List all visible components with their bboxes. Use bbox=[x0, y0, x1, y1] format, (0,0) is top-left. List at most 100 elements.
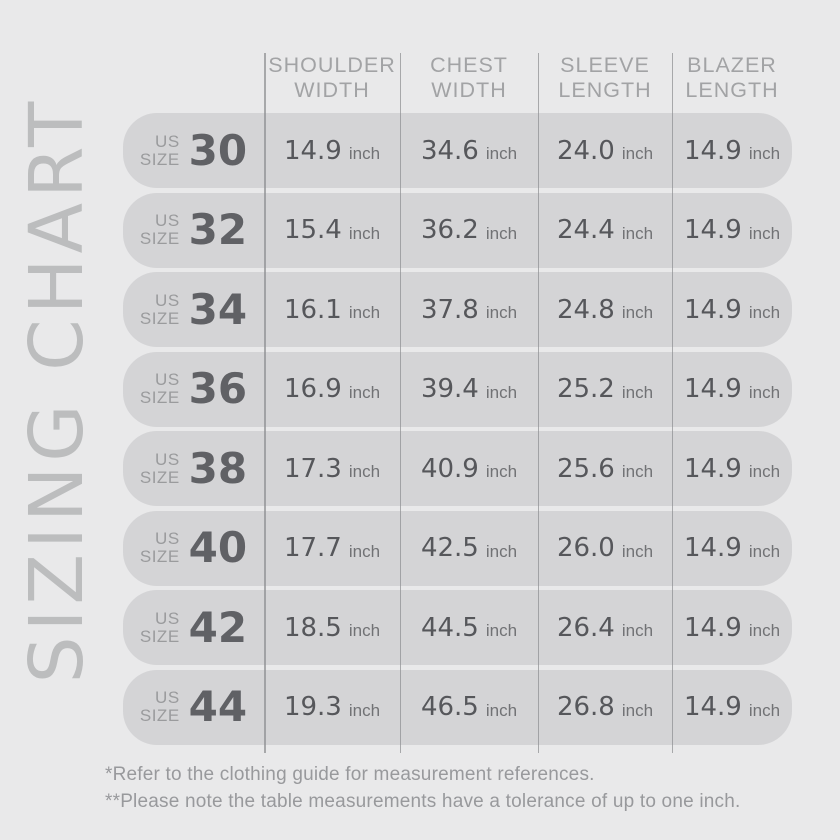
unit-label: inch bbox=[621, 303, 654, 322]
table-row-size-34: US SIZE 34 16.1 inch 37.8 inch 24.8 inch 14… bbox=[123, 272, 792, 347]
table-row-size-38: US SIZE 38 17.3 inch 40.9 inch 25.6 inch 14… bbox=[123, 431, 792, 506]
unit-label: inch bbox=[621, 462, 654, 481]
size-cell: US SIZE 44 bbox=[123, 686, 264, 728]
size-value: 44 bbox=[188, 682, 248, 731]
chest-width-cell: 42.5 inch bbox=[400, 535, 538, 561]
unit-label: inch bbox=[348, 382, 381, 402]
page-title: SIZING CHART bbox=[14, 96, 100, 684]
unit-label: inch bbox=[348, 144, 381, 163]
size-label: SIZE bbox=[139, 308, 180, 328]
size-label: SIZE bbox=[139, 229, 180, 248]
shoulder-width-cell: 19.3 inch bbox=[264, 694, 400, 720]
sleeve-length-cell: 24.8 inch bbox=[538, 297, 672, 323]
sleeve-length-cell: 26.0 inch bbox=[538, 535, 672, 561]
us-size-label: US SIZE bbox=[139, 290, 180, 328]
measurement-value: 14.9 bbox=[683, 374, 742, 404]
us-label: US bbox=[155, 449, 180, 469]
header-line: WIDTH bbox=[294, 78, 370, 102]
measurement-value: 44.5 bbox=[420, 612, 479, 643]
sleeve-length-cell: 24.4 inch bbox=[538, 217, 672, 243]
measurement-value: 34.6 bbox=[420, 135, 479, 166]
chest-width-cell: 40.9 inch bbox=[400, 456, 538, 482]
unit-label: inch bbox=[621, 223, 654, 243]
sleeve-length-cell: 25.2 inch bbox=[538, 376, 672, 402]
us-size-label: US SIZE bbox=[139, 608, 180, 646]
size-cell: US SIZE 42 bbox=[123, 602, 264, 652]
measurement-value: 24.4 bbox=[556, 215, 615, 245]
blazer-length-cell: 14.9 inch bbox=[672, 138, 792, 164]
sleeve-length-cell: 26.4 inch bbox=[538, 615, 672, 641]
unit-label: inch bbox=[348, 541, 381, 561]
size-label: SIZE bbox=[139, 706, 180, 725]
chest-width-cell: 34.6 inch bbox=[400, 138, 538, 164]
column-divider bbox=[264, 53, 266, 753]
unit-label: inch bbox=[485, 621, 518, 640]
unit-label: inch bbox=[748, 303, 781, 322]
unit-label: inch bbox=[748, 541, 781, 561]
header-line: LENGTH bbox=[558, 78, 652, 102]
us-label: US bbox=[155, 370, 180, 389]
sleeve-length-cell: 26.8 inch bbox=[538, 694, 672, 720]
unit-label: inch bbox=[621, 700, 654, 720]
shoulder-width-cell: 16.1 inch bbox=[264, 297, 400, 323]
blazer-length-cell: 14.9 inch bbox=[672, 615, 792, 641]
measurement-value: 25.2 bbox=[556, 374, 615, 404]
measurement-value: 37.8 bbox=[420, 294, 479, 325]
measurement-value: 17.3 bbox=[283, 453, 342, 484]
column-divider bbox=[537, 53, 539, 753]
shoulder-width-cell: 16.9 inch bbox=[264, 376, 400, 402]
size-label: SIZE bbox=[139, 626, 180, 646]
shoulder-width-cell: 14.9 inch bbox=[264, 138, 400, 164]
measurement-value: 24.0 bbox=[556, 135, 615, 166]
measurement-value: 14.9 bbox=[283, 135, 342, 166]
unit-label: inch bbox=[748, 223, 781, 243]
unit-label: inch bbox=[485, 700, 518, 720]
measurement-value: 15.4 bbox=[283, 215, 342, 245]
unit-label: inch bbox=[485, 462, 518, 481]
sleeve-length-cell: 25.6 inch bbox=[538, 456, 672, 482]
measurement-value: 26.0 bbox=[556, 533, 615, 563]
us-label: US bbox=[155, 608, 180, 628]
measurement-value: 36.2 bbox=[420, 215, 479, 245]
blazer-length-cell: 14.9 inch bbox=[672, 694, 792, 720]
sizing-table: SHOULDER WIDTH CHEST WIDTH SLEEVE LENGTH… bbox=[123, 53, 792, 749]
size-cell: US SIZE 40 bbox=[123, 527, 264, 569]
us-size-label: US SIZE bbox=[140, 371, 180, 407]
measurement-value: 25.6 bbox=[556, 453, 615, 484]
chest-width-cell: 39.4 inch bbox=[400, 376, 538, 402]
size-value: 38 bbox=[188, 443, 248, 493]
measurement-value: 19.3 bbox=[283, 692, 342, 722]
measurement-value: 14.9 bbox=[683, 533, 742, 563]
us-size-label: US SIZE bbox=[140, 212, 180, 248]
header-line: BLAZER bbox=[687, 53, 777, 77]
column-header-sleeve-length: SLEEVE LENGTH bbox=[538, 53, 672, 104]
size-label: SIZE bbox=[139, 467, 180, 487]
unit-label: inch bbox=[621, 382, 654, 402]
column-divider bbox=[399, 53, 401, 753]
size-value: 42 bbox=[188, 602, 248, 652]
measurement-value: 42.5 bbox=[420, 533, 479, 563]
unit-label: inch bbox=[348, 621, 381, 640]
measurement-value: 24.8 bbox=[556, 294, 615, 325]
us-label: US bbox=[155, 290, 180, 310]
unit-label: inch bbox=[485, 303, 518, 322]
measurement-value: 14.9 bbox=[683, 612, 742, 643]
measurement-value: 14.9 bbox=[683, 692, 742, 722]
size-cell: US SIZE 34 bbox=[123, 288, 264, 331]
us-label: US bbox=[155, 688, 180, 707]
sleeve-length-cell: 24.0 inch bbox=[538, 138, 672, 164]
measurement-value: 16.9 bbox=[283, 374, 342, 404]
table-row-size-30: US SIZE 30 14.9 inch 34.6 inch 24.0 inch 14… bbox=[123, 113, 792, 188]
measurement-value: 40.9 bbox=[420, 453, 479, 484]
chest-width-cell: 37.8 inch bbox=[400, 297, 538, 323]
us-size-label: US SIZE bbox=[140, 530, 180, 566]
table-row-size-44: US SIZE 44 19.3 inch 46.5 inch 26.8 inch 14… bbox=[123, 669, 792, 745]
header-spacer bbox=[123, 53, 264, 104]
header-line: LENGTH bbox=[685, 78, 779, 102]
footnotes: *Refer to the clothing guide for measure… bbox=[105, 762, 740, 815]
table-row-size-40: US SIZE 40 17.7 inch 42.5 inch 26.0 inch 14… bbox=[123, 510, 792, 586]
measurement-value: 14.9 bbox=[683, 453, 742, 484]
size-label: SIZE bbox=[139, 547, 180, 566]
shoulder-width-cell: 17.7 inch bbox=[264, 535, 400, 561]
